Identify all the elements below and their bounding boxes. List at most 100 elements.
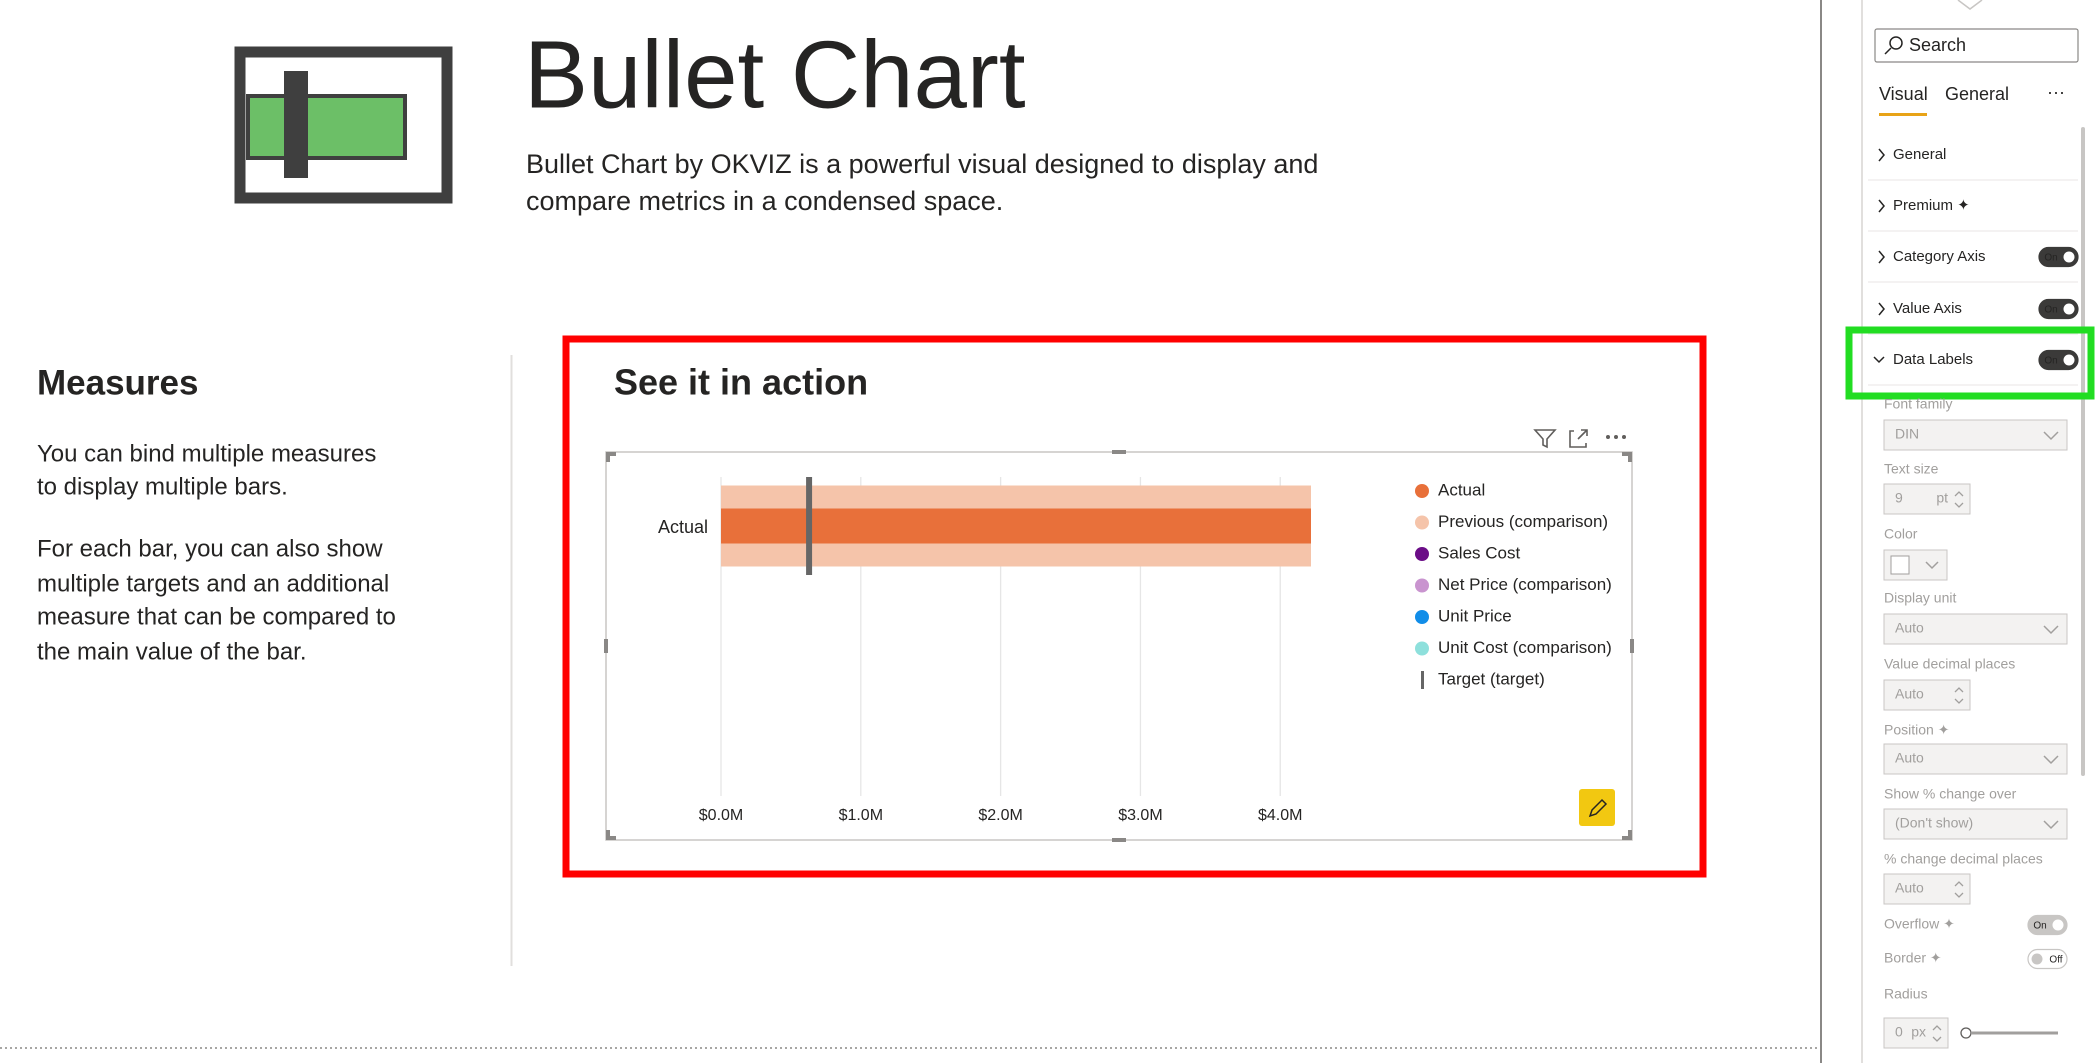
- edit-icon: [1588, 798, 1608, 818]
- legend-label[interactable]: Target (target): [1438, 669, 1545, 688]
- spin-box[interactable]: [1883, 679, 1971, 711]
- dropdown[interactable]: [1883, 743, 2068, 775]
- section-title: Measures: [37, 363, 198, 402]
- section-header[interactable]: Value Axis: [1893, 300, 1962, 317]
- toggle-knob: [2031, 953, 2043, 965]
- x-tick-label: $4.0M: [1258, 807, 1302, 824]
- unit: px: [1911, 1024, 1926, 1040]
- legend-marker: [1421, 671, 1424, 689]
- toggle-label: On: [2033, 921, 2046, 932]
- field-label: Font family: [1884, 396, 1952, 412]
- more-menu[interactable]: ···: [2047, 82, 2065, 102]
- paragraph-line: multiple targets and an additional: [37, 570, 389, 597]
- paragraph-line: measure that can be compared to: [37, 603, 396, 630]
- field-value: Auto: [1895, 880, 1924, 896]
- chevron: [1878, 199, 1885, 213]
- section-header[interactable]: Category Axis: [1893, 248, 1986, 265]
- legend-label[interactable]: Previous (comparison): [1438, 512, 1608, 531]
- logo-frame: [234, 46, 453, 204]
- legend-label[interactable]: Net Price (comparison): [1438, 575, 1612, 594]
- field-label: Color: [1884, 526, 1918, 542]
- toggle-label: On: [2044, 305, 2057, 316]
- dropdown-arrow: [2043, 820, 2059, 830]
- spin-box[interactable]: [1883, 1017, 1949, 1049]
- search-placeholder: Search: [1909, 35, 1966, 55]
- field-label: Overflow ✦: [1884, 916, 1955, 932]
- field-label: Radius: [1884, 986, 1928, 1002]
- description: compare metrics in a condensed space.: [526, 186, 1003, 216]
- dropdown[interactable]: [1883, 808, 2068, 840]
- chevron: [1878, 250, 1885, 264]
- field-label: Value decimal places: [1884, 656, 2015, 672]
- field-value: DIN: [1895, 426, 1919, 442]
- legend-marker: [1415, 547, 1429, 561]
- spin-box[interactable]: [1883, 483, 1971, 515]
- scrollbar[interactable]: [2081, 127, 2085, 776]
- dropdown[interactable]: [1883, 613, 2068, 645]
- spin-arrows: [1954, 687, 1964, 704]
- chevron: [1878, 302, 1885, 316]
- dropdown[interactable]: [1883, 419, 2068, 451]
- section-header[interactable]: General: [1893, 146, 1946, 163]
- demo-title: See it in action: [614, 362, 868, 403]
- dropdown-arrow: [2043, 755, 2059, 765]
- dropdown-arrow: [2043, 625, 2059, 635]
- legend-marker: [1415, 515, 1429, 530]
- spin-arrows: [1954, 881, 1964, 898]
- field-value: Auto: [1895, 620, 1924, 636]
- unit: pt: [1936, 490, 1948, 506]
- page-title: Bullet Chart: [524, 21, 1026, 128]
- field-label: Position ✦: [1884, 722, 1950, 738]
- legend-label[interactable]: Unit Price: [1438, 606, 1512, 625]
- visual-header-icons[interactable]: [1533, 429, 1588, 449]
- highlight-box: [1845, 326, 2095, 400]
- tab[interactable]: Visual: [1879, 84, 1928, 104]
- field-value: 9: [1895, 490, 1903, 506]
- color-swatch: [1890, 555, 1910, 575]
- toggle-label: On: [2044, 253, 2057, 264]
- field-label: Display unit: [1884, 590, 1956, 606]
- toggle-label: Off: [2049, 955, 2062, 966]
- legend-marker: [1415, 484, 1429, 498]
- paragraph-line: to display multiple bars.: [37, 473, 288, 500]
- legend-label[interactable]: Unit Cost (comparison): [1438, 638, 1612, 657]
- section-header[interactable]: Premium ✦: [1893, 197, 1970, 214]
- logo-bar: [246, 94, 407, 160]
- x-tick-label: $2.0M: [978, 807, 1022, 824]
- field-label: % change decimal places: [1884, 851, 2043, 867]
- toggle-label: On: [2044, 356, 2057, 367]
- legend-label[interactable]: Actual: [1438, 480, 1485, 499]
- slider-thumb[interactable]: [1960, 1027, 1972, 1039]
- field-label: Border ✦: [1884, 950, 1942, 966]
- spin-arrows: [1932, 1025, 1942, 1042]
- x-tick-label: $0.0M: [699, 807, 743, 824]
- search-icon: [1884, 47, 1892, 55]
- highlight-box: [562, 335, 1707, 878]
- field-value: 0: [1895, 1024, 1903, 1040]
- tab-underline: [1879, 113, 1927, 116]
- x-tick-label: $3.0M: [1118, 807, 1162, 824]
- search-icon: [1889, 36, 1903, 50]
- paragraph-line: For each bar, you can also show: [37, 535, 383, 562]
- field-label: Show % change over: [1884, 786, 2017, 802]
- legend-marker: [1415, 610, 1429, 624]
- field-value: Auto: [1895, 686, 1924, 702]
- toggle-knob: [2063, 354, 2075, 366]
- tab[interactable]: General: [1945, 84, 2009, 104]
- spin-arrows: [1954, 491, 1964, 508]
- section-header[interactable]: Data Labels: [1893, 351, 1973, 368]
- toggle-knob: [2052, 919, 2064, 931]
- toggle-knob: [2063, 251, 2075, 263]
- legend-label[interactable]: Sales Cost: [1438, 543, 1520, 562]
- toggle-knob: [2063, 303, 2075, 315]
- dropdown-arrow: [2043, 431, 2059, 441]
- spin-box[interactable]: [1883, 873, 1971, 905]
- chevron: [1878, 148, 1885, 162]
- paragraph-line: the main value of the bar.: [37, 638, 307, 665]
- search-box[interactable]: [1874, 28, 2079, 63]
- edit-button[interactable]: [1579, 789, 1615, 826]
- more-options[interactable]: [1606, 435, 1626, 439]
- pane-tab: [1957, 0, 1983, 10]
